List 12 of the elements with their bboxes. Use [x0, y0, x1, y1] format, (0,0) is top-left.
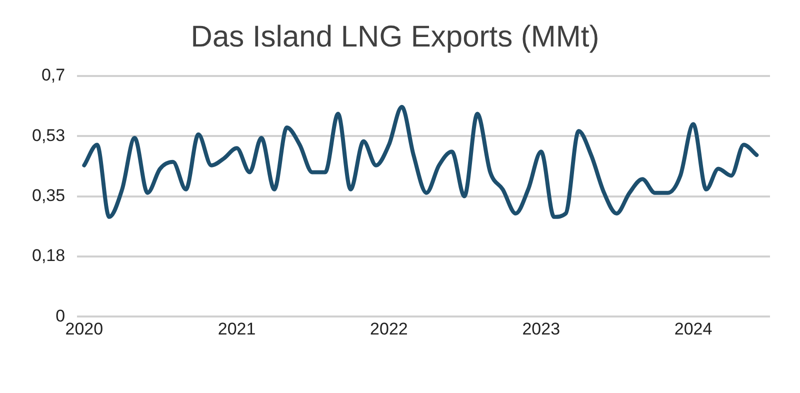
chart-title: Das Island LNG Exports (MMt): [190, 20, 600, 54]
y-tick-label: 0: [56, 306, 66, 326]
y-tick-label: 0,7: [41, 66, 66, 85]
y-tick-label: 0,35: [32, 186, 66, 205]
x-tick-label: 2023: [522, 319, 560, 338]
x-tick-label: 2020: [65, 319, 104, 338]
x-tick-label: 2022: [370, 319, 408, 338]
x-tick-label: 2024: [674, 319, 712, 338]
line-series: [82, 104, 759, 219]
y-tick-label: 0,53: [32, 126, 66, 145]
y-tick-label: 0,18: [32, 246, 66, 266]
x-tick-label: 2021: [218, 319, 256, 338]
